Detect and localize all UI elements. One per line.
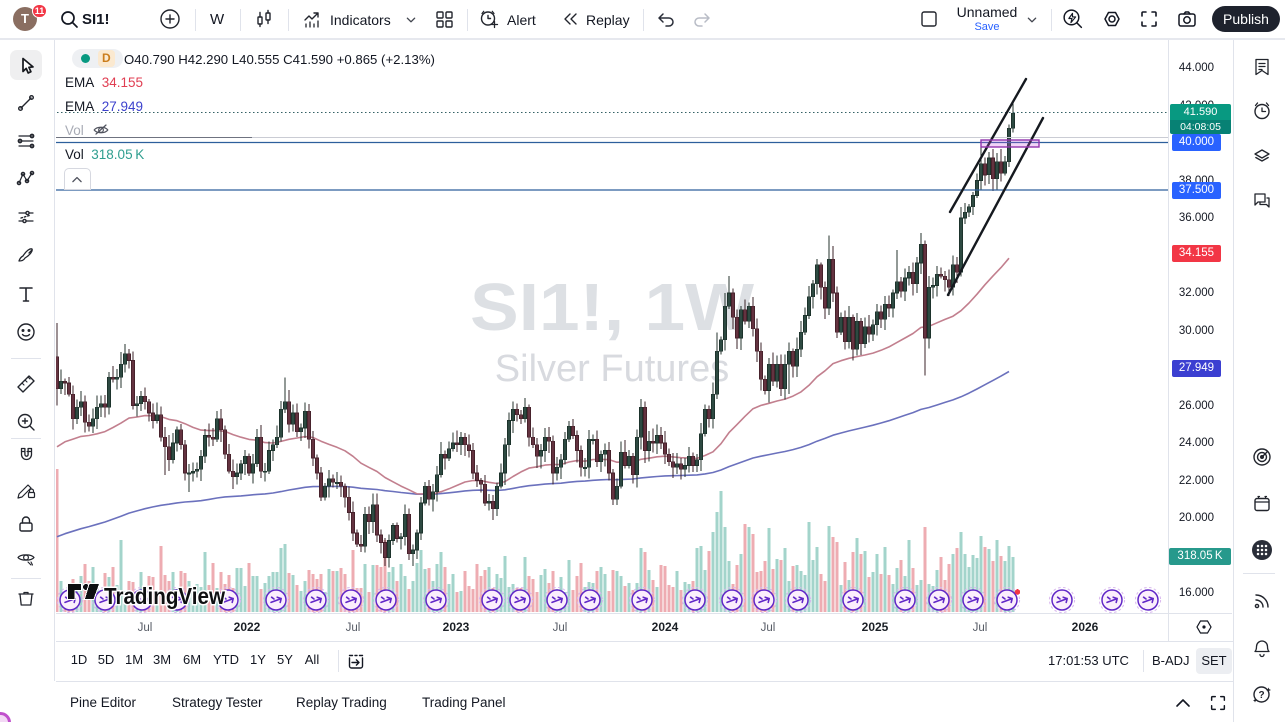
svg-text:Jul: Jul — [553, 622, 568, 634]
svg-text:Jul: Jul — [138, 622, 153, 634]
svg-text:2025: 2025 — [862, 620, 889, 634]
svg-text:2022: 2022 — [234, 620, 261, 634]
svg-text:Silver Futures: Silver Futures — [495, 348, 729, 390]
svg-text:Jul: Jul — [761, 622, 776, 634]
svg-text:?: ? — [1258, 690, 1264, 701]
svg-text:SI1!, 1W: SI1!, 1W — [470, 270, 755, 345]
svg-text:2024: 2024 — [652, 620, 679, 634]
svg-text:Jul: Jul — [973, 622, 988, 634]
svg-text:2026: 2026 — [1072, 620, 1099, 634]
svg-text:Jul: Jul — [346, 622, 361, 634]
svg-text:TradingView: TradingView — [104, 583, 226, 609]
svg-text:2023: 2023 — [443, 620, 470, 634]
